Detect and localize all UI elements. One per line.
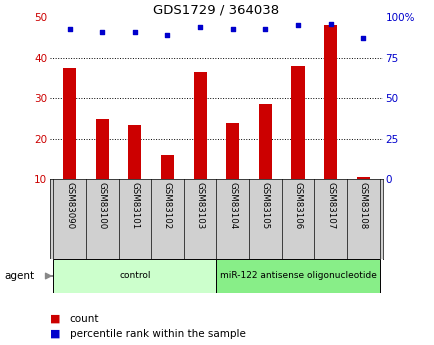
- Bar: [193, 72, 206, 179]
- Text: GSM83104: GSM83104: [228, 182, 237, 229]
- Text: control: control: [119, 272, 150, 280]
- Bar: [291, 66, 304, 179]
- Point: [131, 29, 138, 34]
- Text: GSM83108: GSM83108: [358, 182, 367, 229]
- Text: GSM83101: GSM83101: [130, 182, 139, 229]
- Bar: [128, 125, 141, 179]
- Text: miR-122 antisense oligonucleotide: miR-122 antisense oligonucleotide: [219, 272, 375, 280]
- Bar: [216, 259, 379, 293]
- Text: count: count: [69, 314, 99, 324]
- Text: GSM83100: GSM83100: [98, 182, 106, 229]
- Text: GSM83107: GSM83107: [326, 182, 334, 229]
- Point: [261, 26, 268, 31]
- Text: agent: agent: [4, 271, 34, 281]
- Bar: [356, 177, 369, 179]
- Text: GSM83090: GSM83090: [65, 182, 74, 229]
- Text: GSM83106: GSM83106: [293, 182, 302, 229]
- Point: [164, 32, 171, 38]
- Point: [196, 24, 203, 30]
- Point: [66, 26, 73, 31]
- Bar: [63, 68, 76, 179]
- Text: GSM83103: GSM83103: [195, 182, 204, 229]
- Bar: [323, 26, 336, 179]
- Bar: [258, 105, 271, 179]
- Bar: [53, 259, 216, 293]
- Bar: [161, 155, 174, 179]
- Point: [99, 29, 105, 34]
- Text: ■: ■: [50, 329, 60, 339]
- Text: percentile rank within the sample: percentile rank within the sample: [69, 329, 245, 339]
- Title: GDS1729 / 364038: GDS1729 / 364038: [153, 3, 279, 16]
- Bar: [95, 119, 108, 179]
- Point: [359, 36, 366, 41]
- Text: ■: ■: [50, 314, 60, 324]
- Bar: [226, 123, 239, 179]
- Text: GSM83102: GSM83102: [163, 182, 171, 229]
- Point: [229, 26, 236, 31]
- Point: [326, 21, 333, 27]
- Point: [294, 22, 301, 28]
- Text: GSM83105: GSM83105: [260, 182, 269, 229]
